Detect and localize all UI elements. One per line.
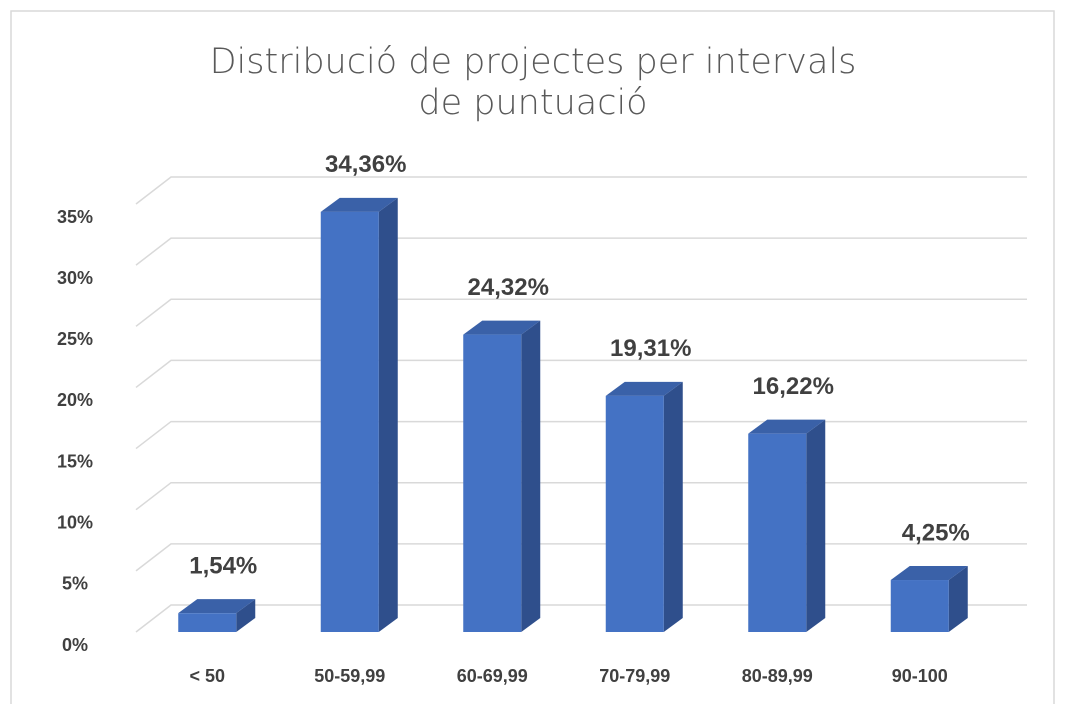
value-label: 1,54% <box>189 553 257 580</box>
bar-side <box>236 599 256 632</box>
bar <box>463 320 541 632</box>
bar-front <box>178 613 237 632</box>
bar-front <box>605 395 664 632</box>
grid-line <box>135 176 1027 205</box>
grid-line <box>135 543 1027 572</box>
bar-front <box>463 334 522 632</box>
bar-top <box>463 320 541 335</box>
grid-line <box>135 420 1027 450</box>
grid-line <box>135 237 1027 266</box>
chart-title: Distribució de projectes per intervals d… <box>209 42 857 123</box>
bar <box>320 197 398 632</box>
bar-side <box>663 381 683 632</box>
x-tick-label: 80-89,99 <box>742 666 813 686</box>
bar-top <box>320 197 398 212</box>
x-tick-label: < 50 <box>189 666 225 686</box>
x-tick-label: 60-69,99 <box>457 666 528 686</box>
bar-side <box>521 320 541 632</box>
value-label: 34,36% <box>325 151 406 178</box>
x-tick-label: 70-79,99 <box>599 666 670 686</box>
bar-top <box>178 599 256 614</box>
value-label: 16,22% <box>753 373 834 400</box>
bar <box>178 599 256 632</box>
y-tick-label: 25% <box>57 329 93 349</box>
bar <box>748 419 826 632</box>
bar-top <box>748 419 826 434</box>
bar-side <box>806 419 826 632</box>
chart-border <box>10 10 1055 704</box>
bar <box>605 381 683 632</box>
y-tick-label: 30% <box>57 268 93 288</box>
bar <box>890 566 968 632</box>
grid-line <box>135 604 1027 633</box>
bar-front <box>890 580 949 632</box>
bar-side <box>378 197 398 632</box>
bar-front <box>320 211 379 632</box>
y-tick-label: 20% <box>57 390 93 410</box>
y-tick-label: 15% <box>57 451 93 471</box>
y-tick-label: 10% <box>57 512 93 532</box>
grid-line <box>135 481 1027 511</box>
bar-top <box>890 566 968 581</box>
value-label: 24,32% <box>468 274 549 301</box>
y-tick-label: 5% <box>62 574 88 594</box>
x-tick-label: 90-100 <box>892 666 948 686</box>
y-tick-label: 0% <box>62 635 88 655</box>
value-label: 19,31% <box>610 335 691 362</box>
bar-side <box>948 566 968 632</box>
grid-line <box>135 359 1027 389</box>
bar-top <box>605 381 683 396</box>
grid-line <box>135 298 1027 327</box>
value-label: 4,25% <box>902 519 970 546</box>
bar-front <box>748 433 807 632</box>
x-tick-label: 50-59,99 <box>314 666 385 686</box>
y-tick-label: 35% <box>57 207 93 227</box>
